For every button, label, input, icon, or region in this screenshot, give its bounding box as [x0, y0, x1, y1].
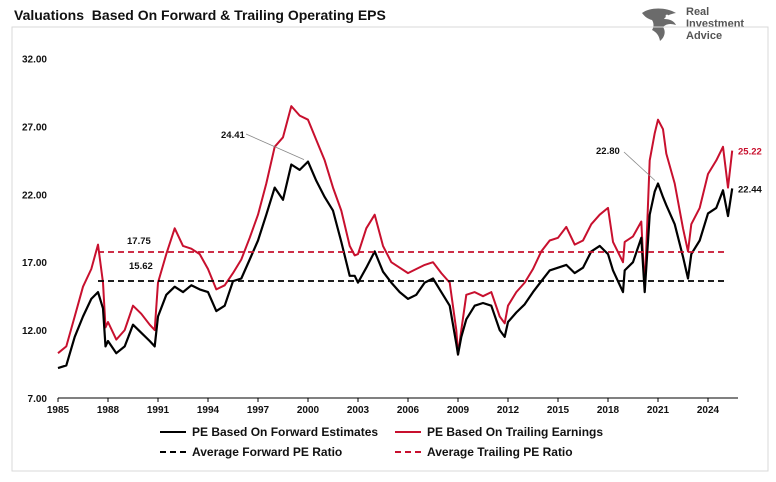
- legend-label-trailing: PE Based On Trailing Earnings: [427, 425, 604, 439]
- x-tick-label: 2024: [697, 405, 720, 416]
- legend: PE Based On Forward Estimates PE Based O…: [160, 425, 630, 465]
- legend-item-avg-trailing: Average Trailing PE Ratio: [395, 445, 573, 459]
- y-tick-label: 7.00: [28, 394, 48, 405]
- x-tick-label: 1997: [247, 405, 270, 416]
- legend-item-trailing: PE Based On Trailing Earnings: [395, 425, 603, 439]
- x-tick-label: 1988: [97, 405, 120, 416]
- legend-swatch-avg-forward: [160, 451, 186, 453]
- y-tick-label: 32.00: [22, 55, 47, 66]
- legend-label-avg-trailing: Average Trailing PE Ratio: [427, 445, 573, 459]
- forward-pe-line: [57, 160, 734, 370]
- annotation-avg-trailing: 17.75: [127, 236, 151, 247]
- annotation-peak-2021: 22.80: [596, 146, 620, 157]
- legend-item-avg-forward: Average Forward PE Ratio: [160, 445, 342, 459]
- annotation-peak-2000: 24.41: [221, 130, 245, 141]
- x-tick-label: 2000: [297, 405, 320, 416]
- annotation-avg-forward: 15.62: [129, 261, 153, 272]
- trailing-pe-line: [57, 105, 734, 356]
- legend-label-forward: PE Based On Forward Estimates: [192, 425, 379, 439]
- annotation-leader: [623, 151, 656, 181]
- legend-swatch-avg-trailing: [395, 451, 421, 453]
- y-tick-label: 27.00: [22, 122, 47, 133]
- x-tick-label: 2006: [397, 405, 420, 416]
- x-tick-label: 1991: [147, 405, 170, 416]
- y-tick-label: 22.00: [22, 190, 47, 201]
- annotation-forward-latest: 22.44: [738, 184, 762, 195]
- x-tick-label: 2012: [497, 405, 520, 416]
- y-tick-label: 12.00: [22, 326, 47, 337]
- eagle-icon: [642, 8, 676, 41]
- legend-label-avg-forward: Average Forward PE Ratio: [192, 445, 343, 459]
- x-tick-label: 2018: [597, 405, 620, 416]
- chart-border: [11, 26, 769, 472]
- y-tick-label: 17.00: [22, 258, 47, 269]
- y-axis: 7.00 12.00 17.00 22.00 27.00 32.00: [22, 55, 47, 405]
- logo-line-1: Real: [686, 6, 710, 18]
- annotation-leader: [245, 133, 305, 160]
- x-axis: 1985 1988 1991 1994 1997 2000 2003 2006 2009 2012…: [47, 398, 720, 416]
- legend-swatch-trailing: [395, 431, 421, 433]
- x-tick-label: 2021: [647, 405, 670, 416]
- legend-item-forward: PE Based On Forward Estimates: [160, 425, 378, 439]
- x-tick-label: 1994: [197, 405, 220, 416]
- chart-title: Valuations Based On Forward & Trailing O…: [14, 7, 386, 23]
- x-tick-label: 1985: [47, 405, 70, 416]
- annotation-trailing-latest: 25.22: [738, 147, 762, 158]
- legend-swatch-forward: [160, 431, 186, 433]
- logo-line-3: Advice: [686, 30, 723, 42]
- x-tick-label: 2015: [547, 405, 570, 416]
- annotation-layer: 24.41 22.80 25.22 22.44 17.75 15.62: [127, 130, 762, 272]
- series-layer: [57, 105, 734, 370]
- x-tick-label: 2009: [447, 405, 470, 416]
- x-tick-label: 2003: [347, 405, 370, 416]
